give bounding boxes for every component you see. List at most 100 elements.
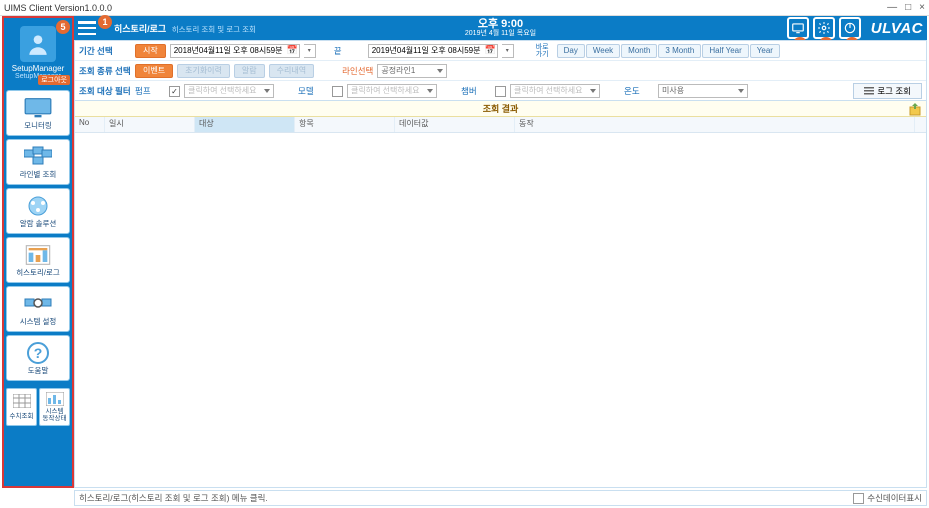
sidebar-mini-label: 수치조회 <box>10 410 34 420</box>
query-type-row: 조회 종류 선택 이벤트 초기화이력 알람 수리내역 라인선택 공정라인1 <box>75 61 926 81</box>
log-query-button[interactable]: 로그 조회 <box>853 83 922 99</box>
temp-label: 온도 <box>624 85 654 97</box>
globe-gear-icon <box>24 194 52 218</box>
sidebar-mini-system-status[interactable]: 시스템 동작상태 <box>39 388 70 426</box>
statusbar: 히스토리/로그(히스토리 조회 및 로그 조회) 메뉴 클릭. 수신데이터표시 <box>74 490 927 506</box>
range-3month[interactable]: 3 Month <box>658 44 701 58</box>
gear-icon-button[interactable]: 3 <box>813 17 835 39</box>
range-month[interactable]: Month <box>621 44 657 58</box>
sidebar-item-settings[interactable]: 시스템 설정 <box>6 286 70 332</box>
grid-column-header[interactable]: 항목 <box>295 117 395 132</box>
close-button[interactable]: × <box>919 2 925 13</box>
start-date-dropdown[interactable]: ▾ <box>304 44 316 58</box>
sidebar-item-label: 도움말 <box>28 365 49 376</box>
start-date-wrap: 2018년04월11일 오후 08시59분 📅 <box>170 44 300 58</box>
range-buttons: Day Week Month 3 Month Half Year Year <box>557 44 780 58</box>
end-date-wrap: 2019년04월11일 오후 08시59분 📅 <box>368 44 498 58</box>
clock-time: 오후 9:00 <box>465 19 536 30</box>
sidebar-item-label: 알람 솔루션 <box>20 218 57 229</box>
window-controls: — □ × <box>887 2 925 13</box>
end-label: 끝 <box>334 45 364 57</box>
range-year[interactable]: Year <box>750 44 780 58</box>
svg-text:?: ? <box>34 345 43 361</box>
monitor-icon <box>24 96 52 120</box>
tab-alarm[interactable]: 알람 <box>234 64 265 78</box>
chamber-select[interactable]: 클릭하여 선택하세요 <box>510 84 600 98</box>
range-week[interactable]: Week <box>586 44 620 58</box>
avatar <box>20 26 56 62</box>
sidebar-item-label: 모니터링 <box>24 120 52 131</box>
grid-column-header[interactable]: 데이터값 <box>395 117 515 132</box>
tab-repair[interactable]: 수리내역 <box>269 64 314 78</box>
sidebar-item-help[interactable]: ? 도움말 <box>6 335 70 381</box>
window-titlebar: UIMS Client Version1.0.0.0 — □ × <box>0 0 929 16</box>
query-type-label: 조회 종류 선택 <box>79 65 131 77</box>
sidebar-item-history[interactable]: 히스토리/로그 <box>6 237 70 283</box>
list-icon <box>864 86 874 96</box>
marker-1: 1 <box>98 15 112 29</box>
minimize-button[interactable]: — <box>887 2 897 13</box>
tab-event[interactable]: 이벤트 <box>135 64 173 78</box>
breadcrumb-sub: 히스토리 조회 및 로그 조회 <box>172 25 256 34</box>
report-icon <box>24 243 52 267</box>
receive-data-checkbox[interactable] <box>853 493 864 504</box>
logout-button[interactable]: 로그아웃 <box>38 75 70 85</box>
filter-label: 조회 대상 필터 <box>79 85 131 97</box>
end-date-dropdown[interactable]: ▾ <box>502 44 514 58</box>
header-clock: 오후 9:00 2019년 4월 11일 목요일 <box>465 19 536 38</box>
status-icon <box>46 392 64 408</box>
temp-select[interactable]: 미사용 <box>658 84 748 98</box>
results-title-bar: 조회 결과 <box>75 101 926 117</box>
pump-checkbox[interactable]: ✓ <box>169 86 180 97</box>
power-icon-button[interactable]: 4 <box>839 17 861 39</box>
multi-monitor-icon <box>24 145 52 169</box>
log-query-label: 로그 조회 <box>877 85 911 97</box>
breadcrumb-main: 히스토리/로그 <box>114 24 166 34</box>
date-range-label: 기간 선택 <box>79 45 131 57</box>
grid-column-header[interactable]: 동작 <box>515 117 915 132</box>
grid-column-header[interactable]: No <box>75 117 105 132</box>
toolbar: 기간 선택 시작 2018년04월11일 오후 08시59분 📅 ▾ 끝 201… <box>74 40 927 102</box>
sidebar: 5 SetupManager SetupManager 로그아웃 모니터링 라인… <box>2 16 74 488</box>
sidebar-mini-numeric[interactable]: 수치조회 <box>6 388 37 426</box>
calendar-icon: 📅 <box>485 45 496 56</box>
sidebar-item-alarm[interactable]: 알람 솔루션 <box>6 188 70 234</box>
filter-row: 조회 대상 필터 펌프 ✓ 클릭하여 선택하세요 모델 클릭하여 선택하세요 챔… <box>75 81 926 101</box>
end-date-input[interactable]: 2019년04월11일 오후 08시59분 <box>368 44 498 58</box>
range-halfyear[interactable]: Half Year <box>702 44 748 58</box>
clock-date: 2019년 4월 11일 목요일 <box>465 30 536 38</box>
results-panel: 조회 결과 No일시대상항목데이터값동작 <box>74 100 927 488</box>
breadcrumb: 히스토리/로그 히스토리 조회 및 로그 조회 <box>114 22 256 35</box>
pump-select[interactable]: 클릭하여 선택하세요 <box>184 84 274 98</box>
chamber-checkbox[interactable] <box>495 86 506 97</box>
line-select-label: 라인선택 <box>342 65 373 77</box>
range-day[interactable]: Day <box>557 44 585 58</box>
status-right-label: 수신데이터표시 <box>867 492 922 504</box>
line-select[interactable]: 공정라인1 <box>377 64 447 78</box>
hamburger-button[interactable] <box>78 21 96 35</box>
sidebar-item-label: 라인별 조회 <box>20 169 57 180</box>
start-date-input[interactable]: 2018년04월11일 오후 08시59분 <box>170 44 300 58</box>
sidebar-item-monitoring[interactable]: 모니터링 <box>6 90 70 136</box>
results-grid-header: No일시대상항목데이터값동작 <box>75 117 926 133</box>
grid-column-header[interactable]: 대상 <box>195 117 295 132</box>
export-icon[interactable] <box>908 102 922 116</box>
help-icon: ? <box>24 341 52 365</box>
model-checkbox[interactable] <box>332 86 343 97</box>
sidebar-mini-group: 수치조회 시스템 동작상태 <box>6 388 70 426</box>
sidebar-mini-label: 시스템 동작상태 <box>43 408 67 422</box>
chamber-label: 챔버 <box>461 85 491 97</box>
grid-column-header[interactable]: 일시 <box>105 117 195 132</box>
sidebar-menu: 모니터링 라인별 조회 알람 솔루션 히스토리/로그 시스템 설정 ? 도움말 … <box>4 86 72 430</box>
sidebar-item-line-search[interactable]: 라인별 조회 <box>6 139 70 185</box>
table-icon <box>13 394 31 410</box>
model-select[interactable]: 클릭하여 선택하세요 <box>347 84 437 98</box>
sidebar-item-label: 히스토리/로그 <box>16 267 59 278</box>
results-title: 조회 결과 <box>483 104 519 114</box>
tab-init[interactable]: 초기화이력 <box>177 64 230 78</box>
brand-logo: ULVAC <box>871 20 923 37</box>
status-right-group: 수신데이터표시 <box>853 492 922 504</box>
maximize-button[interactable]: □ <box>905 2 911 13</box>
display-icon-button[interactable]: 2 <box>787 17 809 39</box>
header-right: 2 3 4 ULVAC <box>787 17 923 39</box>
